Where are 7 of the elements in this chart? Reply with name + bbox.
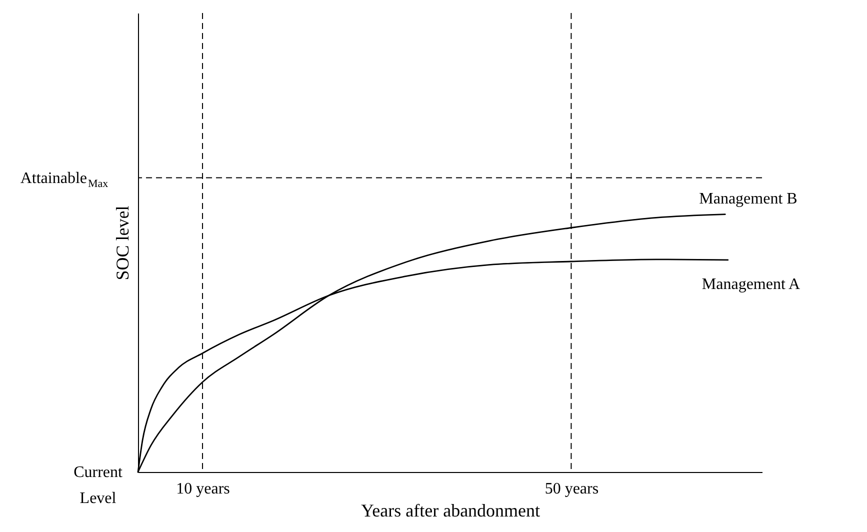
x-axis-title: Years after abandonment bbox=[360, 500, 540, 520]
series-label: Management B bbox=[699, 190, 798, 208]
y-axis-title: SOC level bbox=[112, 206, 132, 280]
text: Current Level bbox=[74, 464, 123, 507]
x-tick-label: 50 years bbox=[544, 480, 599, 498]
series-label: Management A bbox=[702, 276, 801, 293]
x-tick-label: 10 years bbox=[176, 480, 230, 498]
